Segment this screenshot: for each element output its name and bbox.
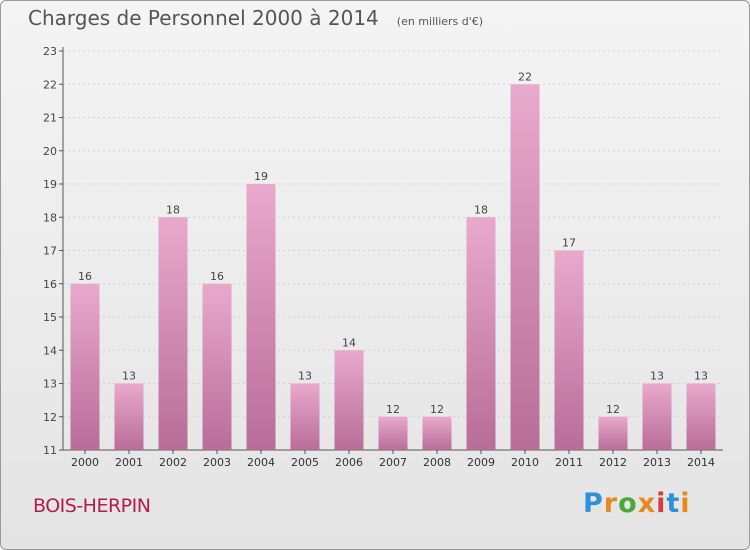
bar-2002 (158, 217, 188, 450)
x-tick-label: 2007 (379, 456, 407, 469)
x-tick-label: 2001 (115, 456, 143, 469)
x-tick-label: 2005 (291, 456, 319, 469)
y-tick-label: 18 (43, 211, 57, 224)
x-tick-label: 2006 (335, 456, 363, 469)
bar-value-label: 18 (166, 203, 180, 216)
labels: 11 12 13 14 15 16 17 18 19 20 21 22 23 16 2000 13 2001 18… (43, 45, 715, 469)
bar-2006 (334, 350, 364, 450)
bar-value-label: 13 (694, 370, 708, 383)
bar-value-label: 13 (298, 370, 312, 383)
x-tick-label: 2003 (203, 456, 231, 469)
bar-2003 (202, 283, 232, 450)
bar-2007 (378, 416, 408, 450)
bar-value-label: 13 (650, 370, 664, 383)
y-tick-label: 19 (43, 178, 57, 191)
bar-value-label: 12 (606, 403, 620, 416)
x-tick-label: 2010 (511, 456, 539, 469)
bar-2011 (554, 250, 584, 450)
title-row: Charges de Personnel 2000 à 2014 (en mil… (28, 6, 483, 30)
x-tick-label: 2004 (247, 456, 275, 469)
x-tick-label: 2011 (555, 456, 583, 469)
bar-2013 (642, 383, 672, 450)
chart-title: Charges de Personnel 2000 à 2014 (28, 6, 379, 30)
bar-value-label: 17 (562, 237, 576, 250)
bar-2000 (70, 283, 100, 450)
y-tick-label: 21 (43, 112, 57, 125)
bar-value-label: 19 (254, 170, 268, 183)
y-tick-label: 14 (43, 344, 57, 357)
x-tick-label: 2002 (159, 456, 187, 469)
y-tick-label: 13 (43, 378, 57, 391)
y-tick-label: 16 (43, 278, 57, 291)
y-tick-label: 23 (43, 45, 57, 58)
y-tick-label: 15 (43, 311, 57, 324)
bar-2009 (466, 217, 496, 450)
bar-value-label: 12 (430, 403, 444, 416)
chart-subtitle: (en milliers d'€) (396, 15, 484, 28)
x-tick-label: 2012 (599, 456, 627, 469)
x-tick-label: 2000 (71, 456, 99, 469)
bar-value-label: 18 (474, 203, 488, 216)
bar-value-label: 22 (518, 70, 532, 83)
x-tick-label: 2008 (423, 456, 451, 469)
x-tick-label: 2013 (643, 456, 671, 469)
town-name: BOIS-HERPIN (33, 495, 151, 517)
y-tick-label: 20 (43, 145, 57, 158)
bar-2012 (598, 416, 628, 450)
y-tick-label: 12 (43, 411, 57, 424)
bar-value-label: 13 (122, 370, 136, 383)
x-tick-label: 2009 (467, 456, 495, 469)
y-tick-label: 22 (43, 78, 57, 91)
bar-value-label: 14 (342, 336, 356, 349)
bar-2001 (114, 383, 144, 450)
bar-2005 (290, 383, 320, 450)
y-tick-label: 11 (43, 444, 57, 457)
bar-value-label: 12 (386, 403, 400, 416)
bar-2008 (422, 416, 452, 450)
proxiti-logo[interactable]: Proxiti (583, 488, 691, 519)
bar-2010 (510, 84, 540, 450)
x-tick-label: 2014 (687, 456, 715, 469)
bar-value-label: 16 (210, 270, 224, 283)
bars (70, 84, 716, 450)
y-tick-label: 17 (43, 245, 57, 258)
bar-2014 (686, 383, 716, 450)
bar-value-label: 16 (78, 270, 92, 283)
bar-2004 (246, 184, 276, 450)
